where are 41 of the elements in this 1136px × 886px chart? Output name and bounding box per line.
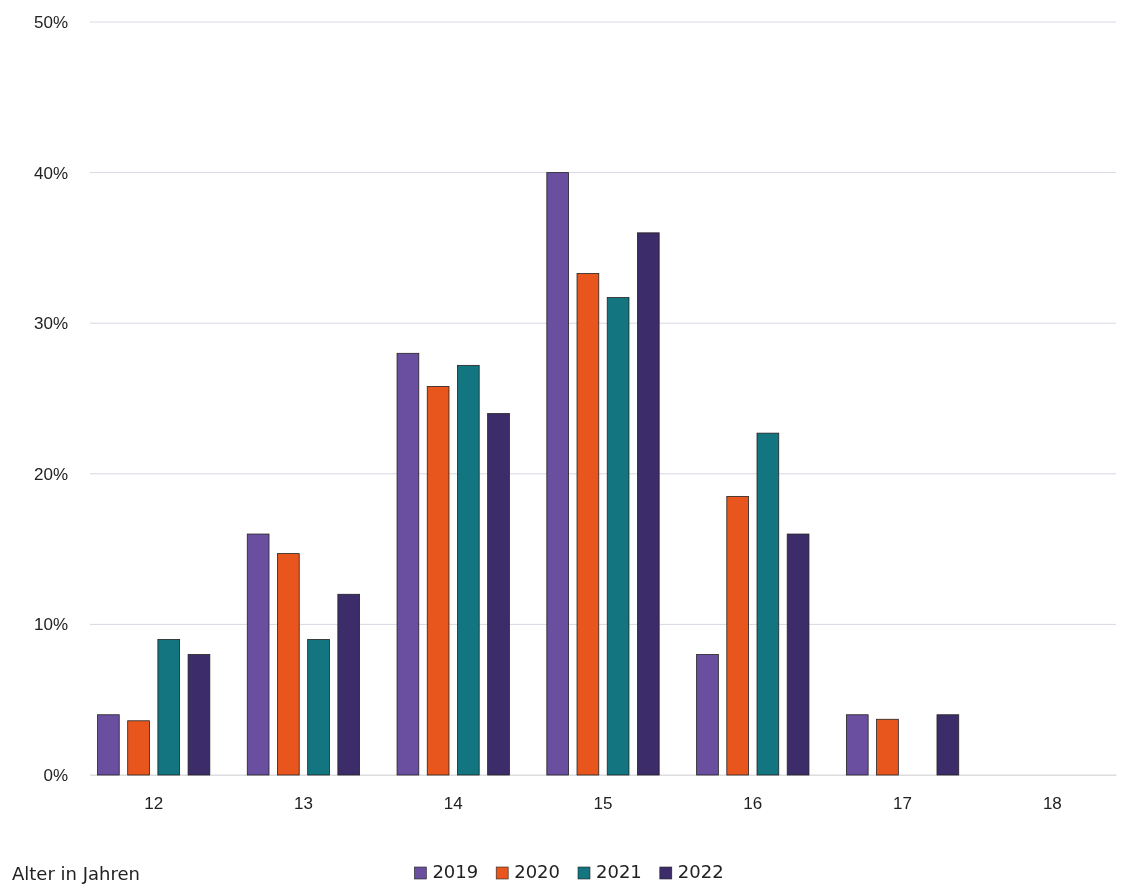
bar	[845, 714, 869, 776]
bar	[277, 553, 300, 776]
x-tick-label: 18	[1042, 794, 1062, 814]
y-tick-label: 50%	[33, 12, 68, 32]
x-tick-label: 16	[743, 794, 763, 814]
bar	[606, 297, 630, 776]
bar	[726, 495, 749, 776]
legend-label: 2020	[514, 861, 560, 882]
y-tick-label: 10%	[33, 615, 68, 635]
legend-label: 2021	[596, 861, 642, 882]
bar	[426, 386, 450, 776]
x-tick-label: 17	[893, 794, 913, 814]
bar	[337, 593, 361, 776]
y-tick-label: 0%	[43, 765, 68, 785]
bar	[756, 432, 780, 776]
bar	[876, 718, 899, 776]
legend-label: 2019	[432, 861, 479, 882]
bar	[396, 352, 420, 776]
bar	[97, 714, 120, 776]
bar	[936, 714, 960, 776]
x-axis-title: Alter in Jahren	[12, 863, 140, 884]
bar	[546, 172, 569, 776]
bar	[457, 364, 480, 776]
x-tick-label: 13	[293, 794, 313, 814]
y-tick-label: 30%	[33, 314, 68, 334]
y-tick-label: 40%	[33, 163, 68, 183]
bar	[246, 533, 270, 776]
x-tick-label: 15	[593, 794, 613, 814]
bar	[127, 720, 150, 776]
bar	[487, 413, 510, 776]
bar	[786, 533, 810, 776]
bar	[696, 654, 719, 776]
bar	[576, 273, 600, 776]
bar	[187, 654, 211, 776]
bar	[157, 639, 181, 776]
x-tick-label: 14	[443, 794, 463, 814]
y-tick-label: 20%	[33, 464, 68, 484]
bar	[637, 232, 660, 776]
bar	[307, 639, 330, 776]
x-tick-label: 12	[144, 794, 164, 814]
legend-label: 2022	[677, 861, 724, 882]
